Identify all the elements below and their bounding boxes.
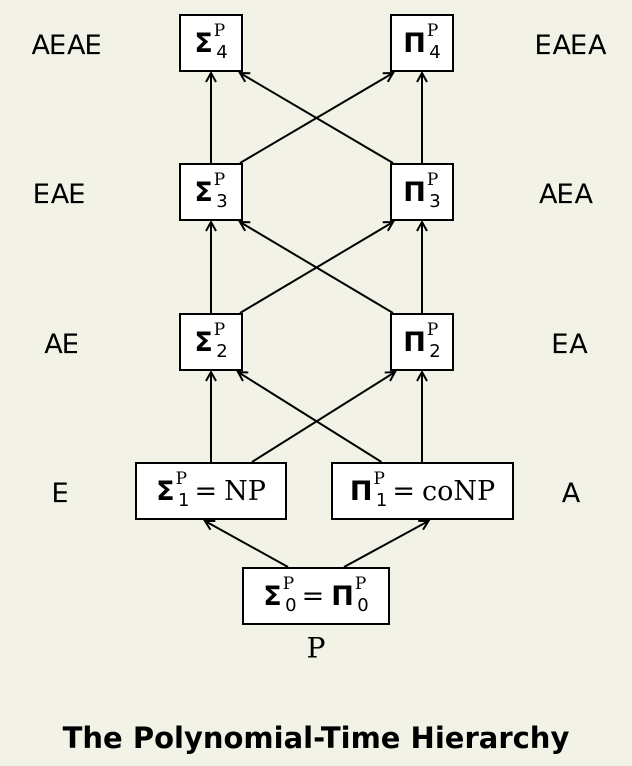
sigma2-superscript: P [213, 320, 226, 340]
quantifier-left-level4: ∃∀∃∀ [31, 27, 103, 59]
sigma1-equals: = [194, 475, 218, 507]
sigma3-subscript: 3 [216, 190, 228, 212]
sigma4-superscript: P [213, 21, 226, 41]
edge-pi1-to-sigma2 [238, 372, 383, 463]
pi4-superscript: P [426, 21, 439, 41]
sigma1-subscript: 1 [178, 489, 190, 511]
sigma1-np-box: Σ P 1 = NP [135, 462, 287, 520]
pi2-subscript: 2 [429, 340, 441, 362]
quantifier-left-level3: ∃∀∃ [33, 176, 87, 208]
pi2-superscript: P [426, 320, 439, 340]
np-label: NP [224, 475, 266, 507]
conp-label: coNP [421, 475, 496, 507]
edge-pi3-to-sigma4 [240, 73, 394, 164]
edge-level0-to-sigma1 [205, 521, 289, 568]
sigma1-symbol: Σ [156, 475, 175, 507]
diagram-caption: The Polynomial-Time Hierarchy [62, 721, 570, 755]
quantifier-left-level2: ∃∀ [44, 326, 80, 358]
edge-sigma1-to-pi2 [251, 372, 395, 463]
edge-pi2-to-sigma3 [240, 222, 394, 314]
pi1-symbol: Π [349, 475, 373, 507]
pi1-equals: = [392, 475, 415, 507]
quantifier-right-level1: ∀ [561, 475, 581, 507]
sigma3-superscript: P [213, 170, 226, 190]
sigma0-symbol: Σ [263, 580, 282, 612]
sigma2-subscript: 2 [216, 340, 228, 362]
pi3-subscript: 3 [429, 190, 441, 212]
quantifier-left-level1: ∃ [52, 475, 70, 507]
quantifier-right-level2: ∀∃ [552, 326, 588, 358]
pi1-subscript: 1 [375, 489, 388, 511]
quantifier-right-level4: ∀∃∀∃ [535, 27, 607, 59]
sigma3-symbol: Σ [194, 176, 213, 208]
pi3-symbol: Π [403, 176, 426, 208]
pi4-subscript: 4 [429, 41, 441, 63]
sigma4-subscript: 4 [216, 41, 228, 63]
pi0-symbol: Π [331, 580, 354, 612]
sigma4-symbol: Σ [194, 27, 213, 59]
sigma0-subscript: 0 [285, 594, 297, 616]
edges [205, 73, 429, 568]
sigma1-superscript: P [175, 469, 188, 489]
pi3-superscript: P [426, 170, 439, 190]
pi1-superscript: P [373, 469, 385, 489]
pi1-conp-box: Π P 1 = coNP [331, 462, 514, 520]
pi0-superscript: P [354, 574, 367, 594]
pi4-symbol: Π [403, 27, 426, 59]
quantifier-right-level3: ∀∃∀ [539, 176, 593, 208]
pi2-symbol: Π [403, 326, 426, 358]
level0-box: Σ P 0 = Π P 0 [242, 567, 390, 625]
sigma0-superscript: P [282, 574, 295, 594]
p-class-label: P [306, 631, 326, 665]
level0-equals: = [301, 580, 325, 612]
pi0-subscript: 0 [357, 594, 369, 616]
edge-level0-to-pi1 [343, 521, 429, 568]
sigma2-symbol: Σ [194, 326, 213, 358]
